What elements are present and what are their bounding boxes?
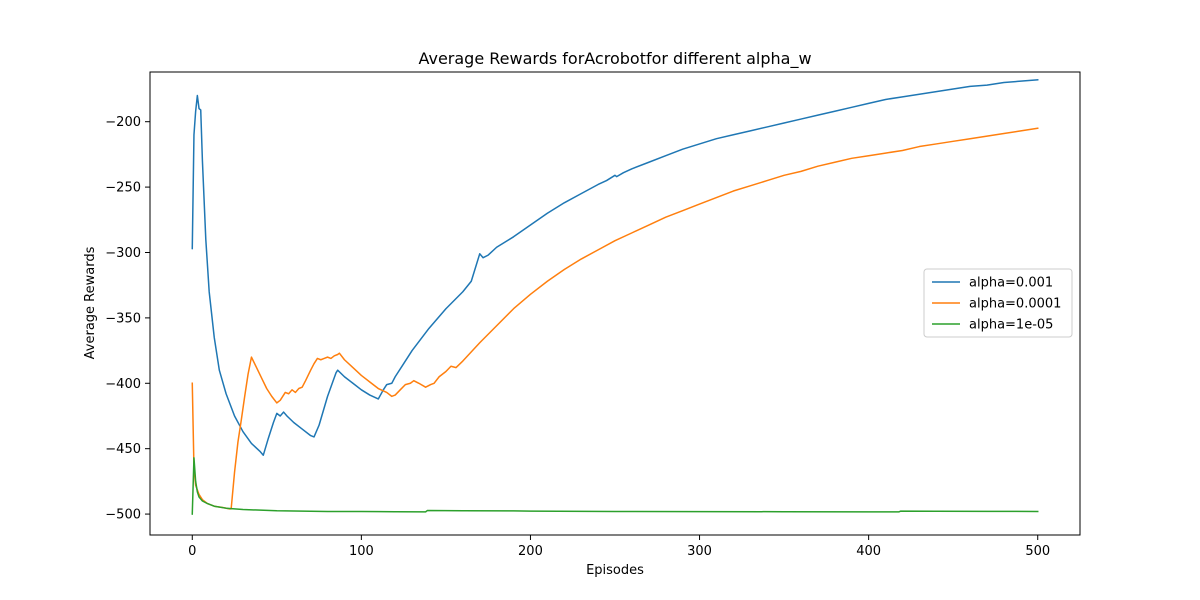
x-tick-label: 200 (518, 544, 543, 559)
legend-items: alpha=0.001 alpha=0.0001 alpha=1e-05 (932, 276, 1061, 333)
legend: alpha=0.001 alpha=0.0001 alpha=1e-05 (923, 268, 1073, 338)
y-tick-label: −350 (105, 311, 141, 326)
x-tick-label: 0 (188, 544, 196, 559)
x-axis-label: Episodes (586, 563, 644, 578)
plot-frame (149, 71, 1081, 536)
x-axis: 0 100 200 300 400 500 (188, 535, 1050, 559)
y-tick-label: −300 (105, 246, 141, 261)
legend-box (923, 268, 1073, 338)
x-tick-label: 500 (1025, 544, 1050, 559)
y-tick-label: −450 (105, 442, 141, 457)
chart-title: Average Rewards forAcrobotfor different … (418, 49, 811, 69)
series-line-0 (191, 79, 1039, 456)
series-line-2 (191, 457, 1039, 515)
legend-label-2: alpha=1e-05 (969, 318, 1053, 333)
y-tick-label: −250 (105, 181, 141, 196)
y-axis-label: Average Rewards (83, 246, 98, 359)
x-tick-label: 300 (687, 544, 712, 559)
y-tick-label: −500 (105, 508, 141, 523)
y-tick-label: −400 (105, 377, 141, 392)
series-layer (191, 79, 1039, 515)
legend-label-1: alpha=0.0001 (969, 297, 1061, 312)
y-axis: −500 −450 −400 −350 −300 −250 −200 (105, 115, 150, 523)
x-tick-label: 100 (349, 544, 374, 559)
y-tick-label: −200 (105, 115, 141, 130)
series-line-1 (191, 127, 1039, 510)
legend-label-0: alpha=0.001 (969, 276, 1053, 291)
x-tick-label: 400 (856, 544, 881, 559)
